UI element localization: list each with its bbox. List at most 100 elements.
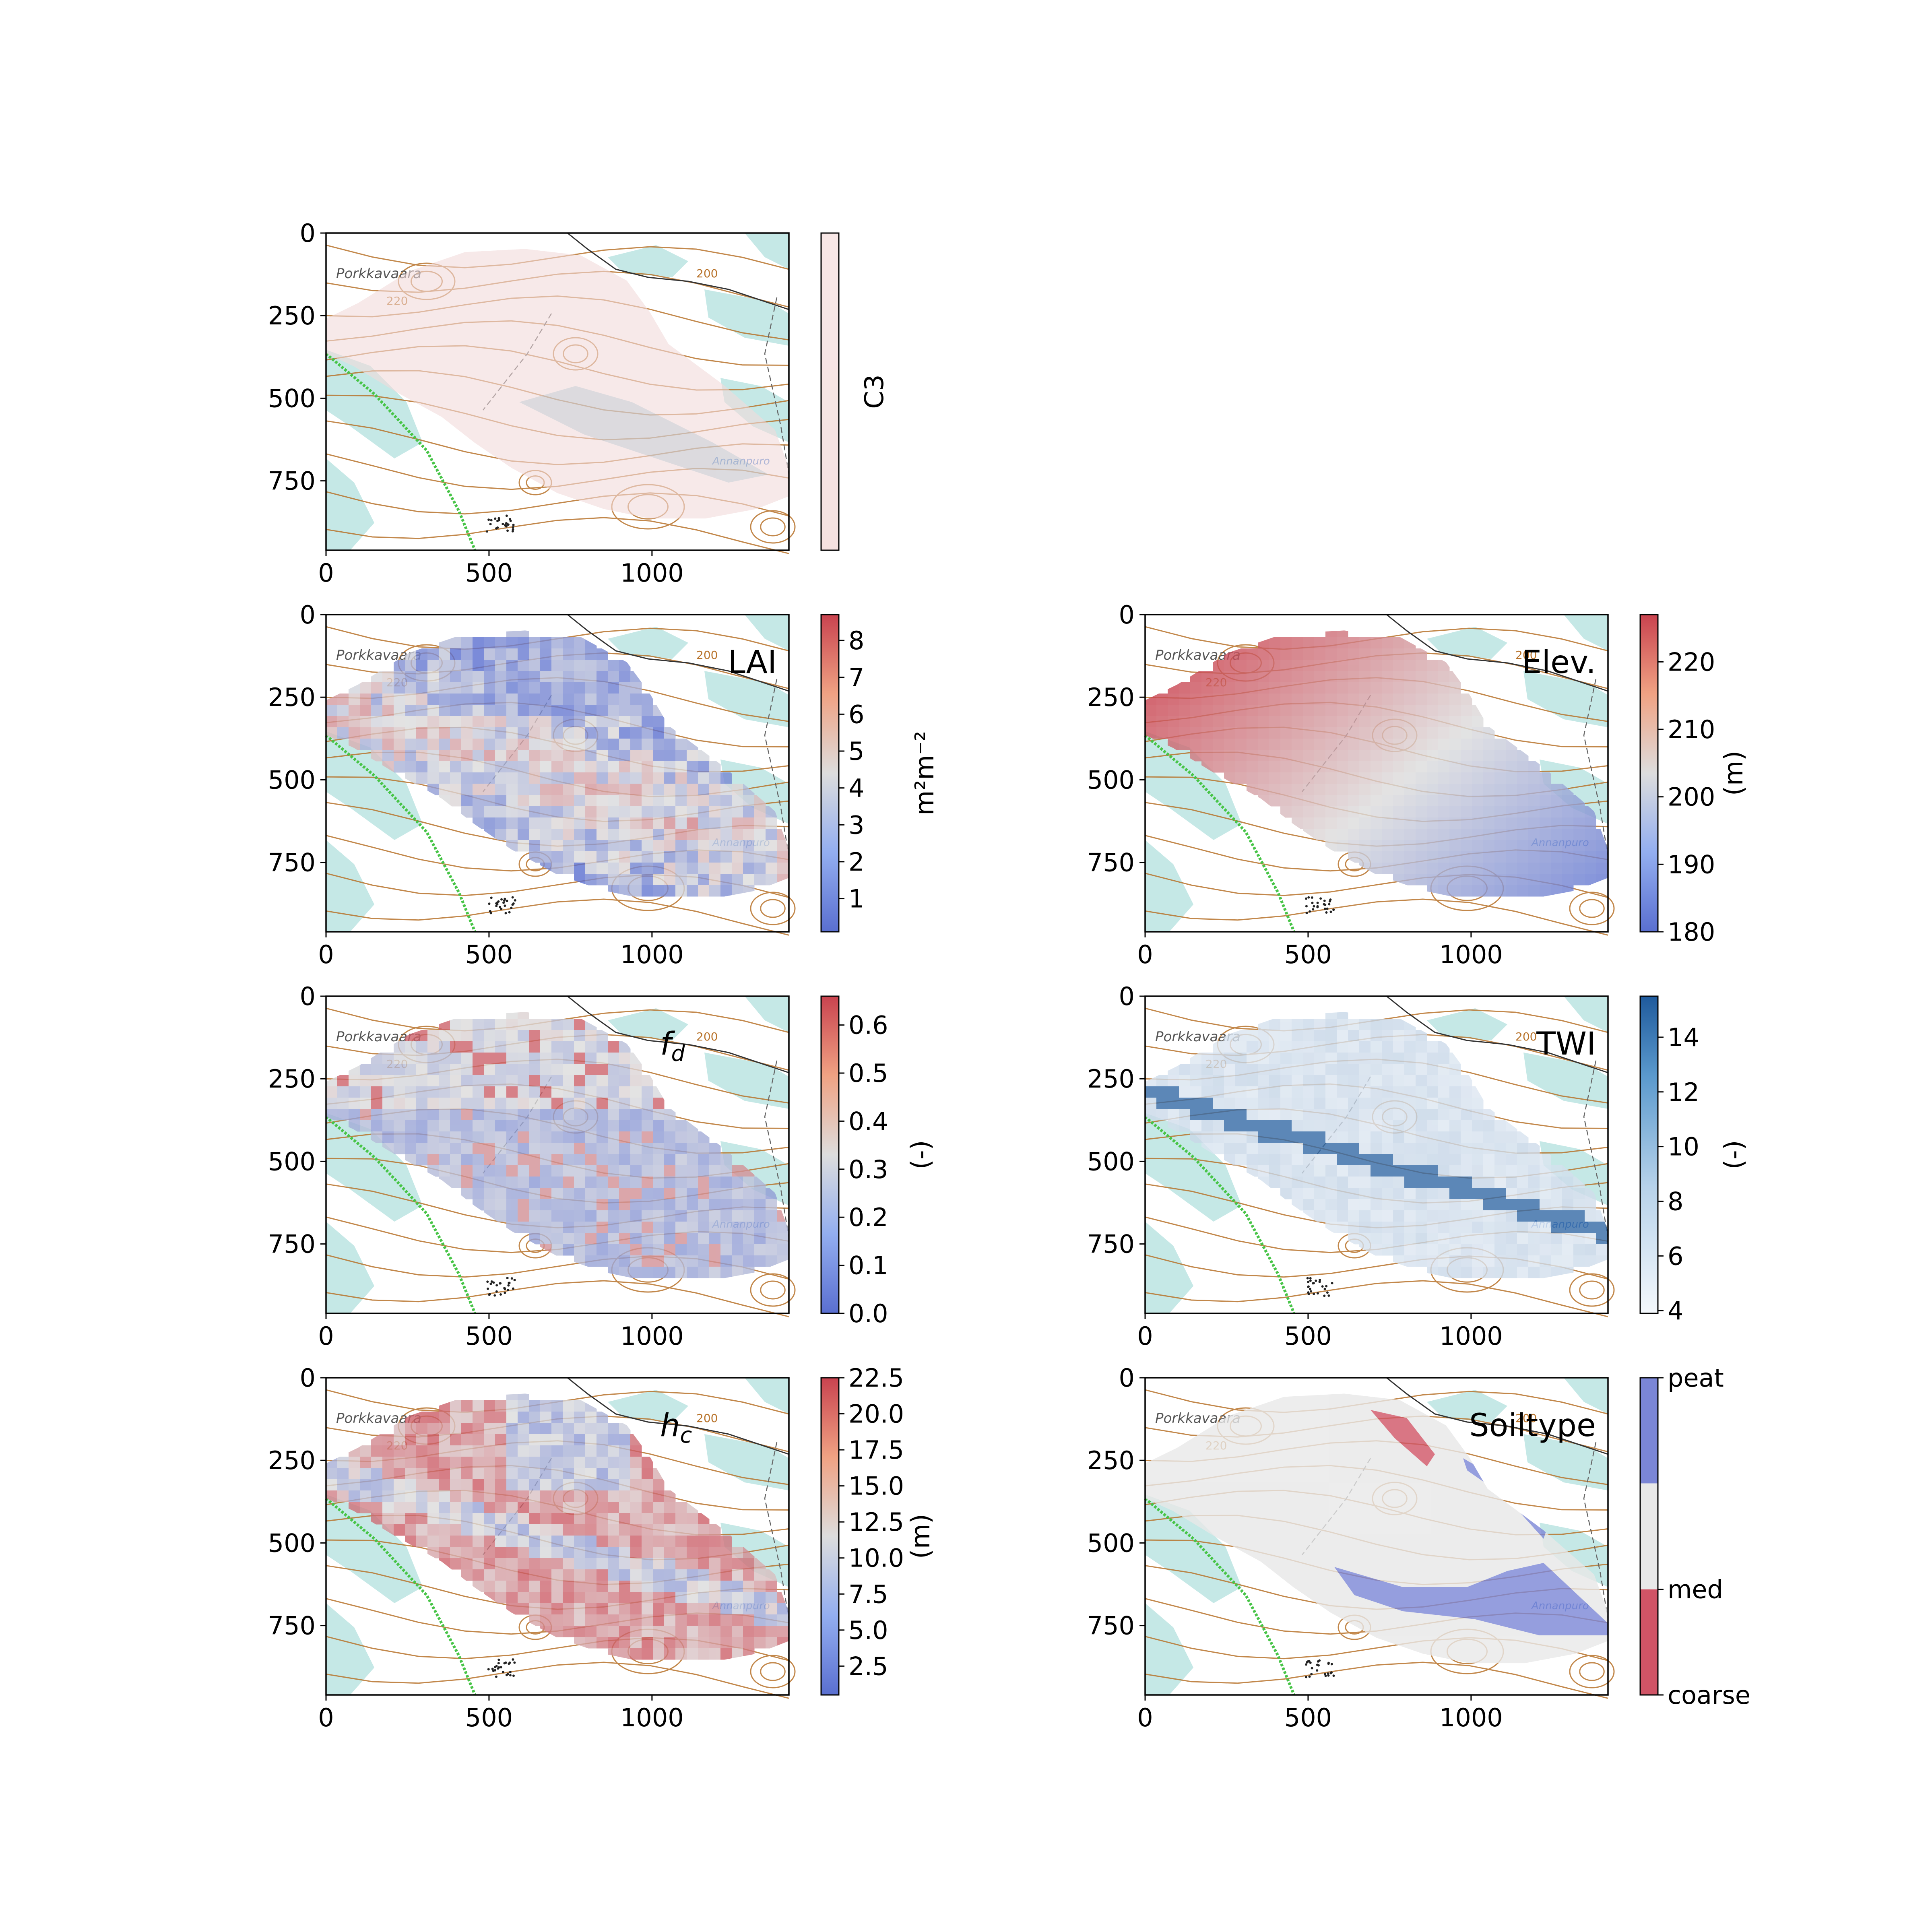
- raster-cell: [1449, 1244, 1461, 1256]
- raster-cell: [382, 1490, 394, 1502]
- raster-cell: [630, 1479, 642, 1491]
- raster-cell: [597, 1120, 608, 1132]
- raster-cell: [1224, 1053, 1236, 1064]
- raster-cell: [597, 1445, 608, 1457]
- colorbar-tick-label: 0.1: [848, 1251, 888, 1280]
- raster-cell: [1201, 1064, 1213, 1075]
- raster-cell: [484, 1412, 495, 1423]
- raster-cell: [675, 1131, 687, 1143]
- map-rock-dot: [508, 911, 511, 914]
- raster-cell: [506, 1479, 518, 1491]
- map-water-area: [1145, 1113, 1242, 1222]
- raster-cell: [1201, 1131, 1213, 1143]
- raster-cell: [1337, 1109, 1348, 1121]
- raster-cell: [709, 1558, 721, 1570]
- raster-cell: [687, 1233, 698, 1245]
- raster-cell: [574, 1626, 586, 1637]
- raster-cell: [1472, 874, 1484, 886]
- raster-cell: [597, 1536, 608, 1547]
- raster-cell: [1506, 863, 1517, 874]
- raster-cell: [574, 1524, 586, 1536]
- map-rock-dot: [512, 1287, 514, 1290]
- raster-cell: [1540, 817, 1551, 829]
- raster-cell: [1292, 806, 1303, 818]
- raster-cell: [1573, 1255, 1585, 1267]
- raster-cell: [1280, 1154, 1292, 1166]
- raster-cell: [630, 1581, 642, 1592]
- raster-cell: [1472, 840, 1484, 852]
- raster-cell: [1325, 1120, 1337, 1132]
- raster-cell: [585, 795, 597, 807]
- raster-cell: [653, 716, 665, 728]
- map-water-area: [326, 1222, 374, 1313]
- raster-cell: [642, 750, 653, 762]
- raster-cell: [619, 1614, 631, 1626]
- raster-cell: [484, 1154, 495, 1166]
- raster-cell: [1156, 1109, 1168, 1121]
- map-boundary-line: [567, 232, 789, 310]
- raster-cell: [720, 1222, 732, 1233]
- raster-cell: [1427, 671, 1439, 683]
- raster-cell: [574, 1075, 586, 1087]
- raster-cell: [608, 1188, 619, 1199]
- raster-cell: [675, 1154, 687, 1166]
- map-rock-dot: [499, 1282, 502, 1285]
- map-water-area: [326, 350, 423, 458]
- raster-cell: [473, 1143, 484, 1154]
- raster-cell: [495, 1490, 507, 1502]
- raster-cell: [743, 1199, 755, 1211]
- raster-cell: [743, 840, 755, 852]
- raster-cell: [597, 1513, 608, 1525]
- raster-cell: [1258, 694, 1269, 705]
- raster-cell: [585, 1199, 597, 1211]
- raster-cell: [597, 1603, 608, 1615]
- raster-cell: [506, 1143, 518, 1154]
- raster-cell: [720, 772, 732, 784]
- raster-cell: [1325, 1041, 1337, 1053]
- raster-cell: [1258, 1165, 1269, 1177]
- raster-cell: [1562, 1222, 1574, 1233]
- raster-cell: [1427, 1165, 1439, 1177]
- raster-cell: [1247, 1120, 1258, 1132]
- raster-cell: [1179, 1109, 1191, 1121]
- raster-cell: [1359, 660, 1371, 671]
- raster-cell: [1382, 1053, 1393, 1064]
- raster-cell: [540, 1592, 552, 1604]
- raster-cell: [1562, 874, 1574, 886]
- raster-cell: [1258, 727, 1269, 739]
- raster-cell: [1404, 1131, 1416, 1143]
- raster-cell: [597, 727, 608, 739]
- raster-cell: [551, 863, 563, 874]
- raster-cell: [664, 1502, 676, 1513]
- raster-cell: [630, 1637, 642, 1649]
- raster-cell: [416, 772, 428, 784]
- raster-cell: [1348, 1177, 1360, 1188]
- raster-cell: [495, 1210, 507, 1222]
- raster-cell: [1483, 772, 1495, 784]
- raster-cell: [1585, 1233, 1596, 1245]
- raster-cell: [630, 1445, 642, 1457]
- raster-cell: [518, 1412, 529, 1423]
- raster-cell: [664, 1233, 676, 1245]
- raster-cell: [1235, 705, 1247, 716]
- raster-cell: [1179, 716, 1191, 728]
- colorbar-frame: [1639, 614, 1659, 933]
- raster-cell: [495, 1154, 507, 1166]
- raster-cell: [1449, 1267, 1461, 1278]
- raster-cell: [371, 705, 383, 716]
- raster-cell: [574, 784, 586, 795]
- raster-cell: [473, 1053, 484, 1064]
- raster-lai: [326, 630, 788, 897]
- raster-cell: [551, 1400, 563, 1412]
- raster-cell: [461, 1558, 473, 1570]
- raster-cell: [337, 1075, 349, 1087]
- raster-cell: [574, 1199, 586, 1211]
- map-rock-dot: [497, 900, 500, 903]
- raster-cell: [529, 1075, 541, 1087]
- raster-cell: [1404, 1143, 1416, 1154]
- map-contour-ring: [750, 1273, 796, 1307]
- raster-cell: [1494, 1199, 1506, 1211]
- raster-cell: [608, 705, 619, 716]
- raster-cell: [1585, 1210, 1596, 1222]
- raster-cell: [484, 1086, 495, 1098]
